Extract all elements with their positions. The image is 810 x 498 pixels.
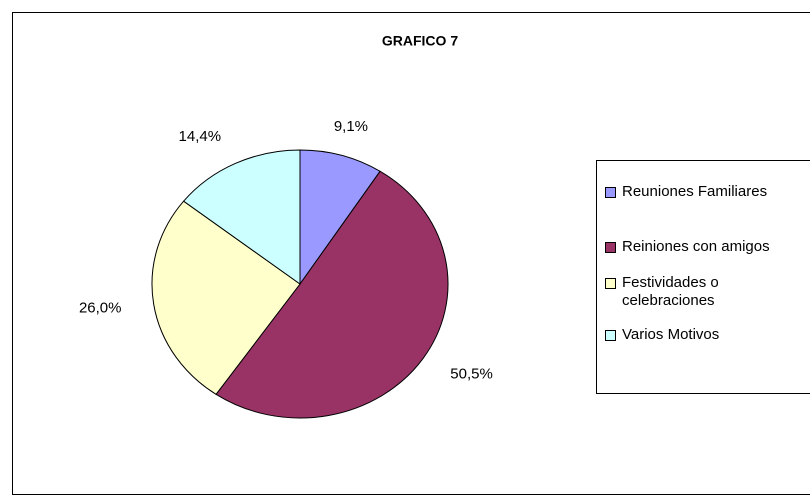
legend-swatch bbox=[605, 187, 616, 198]
pie-slice bbox=[299, 149, 381, 286]
data-label: 14,4% bbox=[179, 128, 222, 145]
pie-slice bbox=[182, 149, 301, 285]
pie-slice bbox=[215, 170, 449, 419]
legend-entry: Reuniones Familiares bbox=[605, 183, 810, 201]
data-label: 9,1% bbox=[334, 118, 368, 135]
legend-entry: Festividades o celebraciones bbox=[605, 274, 810, 310]
legend-entry: Reiniones con amigos bbox=[605, 238, 810, 256]
legend-swatch bbox=[605, 242, 616, 253]
legend-swatch bbox=[605, 278, 616, 289]
chart-title: GRAFICO 7 bbox=[382, 33, 458, 49]
legend-swatch bbox=[605, 330, 616, 341]
data-label: 50,5% bbox=[450, 366, 493, 383]
pie-slice bbox=[151, 200, 301, 396]
legend-label: Varios Motivos bbox=[622, 326, 720, 343]
legend-label: Reuniones Familiares bbox=[622, 183, 768, 200]
legend-label: Festividades o celebraciones bbox=[622, 274, 719, 309]
legend: Reuniones Familiares Reiniones con amigos… bbox=[596, 160, 810, 394]
legend-entry: Varios Motivos bbox=[605, 326, 810, 344]
legend-label: Reiniones con amigos bbox=[622, 238, 770, 255]
data-label: 26,0% bbox=[79, 300, 122, 317]
